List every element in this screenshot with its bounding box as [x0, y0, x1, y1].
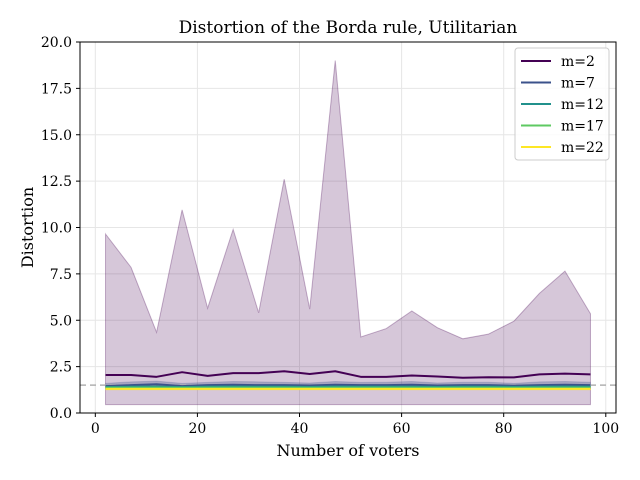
y-tick-label: 5.0 — [50, 313, 72, 329]
x-tick-label: 40 — [291, 421, 309, 437]
series-lines — [105, 370, 591, 390]
legend-items: m=2 m=7 m=12 m=17 m=22 — [521, 54, 604, 156]
x-tick-label: 60 — [393, 421, 411, 437]
x-tick-label: 0 — [91, 421, 100, 437]
y-tick-label: 7.5 — [50, 267, 72, 283]
legend-label-m-7: m=7 — [561, 76, 595, 92]
legend-label-m-22: m=22 — [561, 140, 604, 156]
legend-label-m-2: m=2 — [561, 54, 595, 70]
y-tick-label: 17.5 — [41, 81, 72, 97]
legend-box — [514, 47, 610, 161]
legend: m=2 m=7 m=12 m=17 m=22 — [514, 47, 610, 161]
x-tick-label: 100 — [592, 421, 619, 437]
y-tick-label: 2.5 — [50, 360, 72, 376]
legend-label-m-12: m=12 — [561, 97, 604, 113]
x-tick-label: 20 — [188, 421, 206, 437]
legend-label-m-17: m=17 — [561, 119, 604, 135]
y-tick-label: 12.5 — [41, 174, 72, 190]
y-axis-ticks: 0.0 2.5 5.0 7.5 10.0 12.5 15.0 17.5 20.0 — [41, 35, 80, 422]
chart-title: Distortion of the Borda rule, Utilitaria… — [179, 18, 518, 38]
y-tick-label: 15.0 — [41, 128, 72, 144]
series-line-m-2 — [105, 370, 591, 379]
band-m-2 — [105, 60, 591, 406]
x-tick-label: 80 — [495, 421, 513, 437]
x-axis-ticks: 0 20 40 60 80 100 — [91, 413, 619, 437]
y-axis-label: Distortion — [18, 187, 37, 268]
y-tick-label: 0.0 — [50, 406, 72, 422]
y-tick-label: 10.0 — [41, 221, 72, 237]
y-tick-label: 20.0 — [41, 35, 72, 51]
x-axis-label: Number of voters — [277, 441, 420, 460]
series-line-m-7 — [105, 383, 591, 388]
